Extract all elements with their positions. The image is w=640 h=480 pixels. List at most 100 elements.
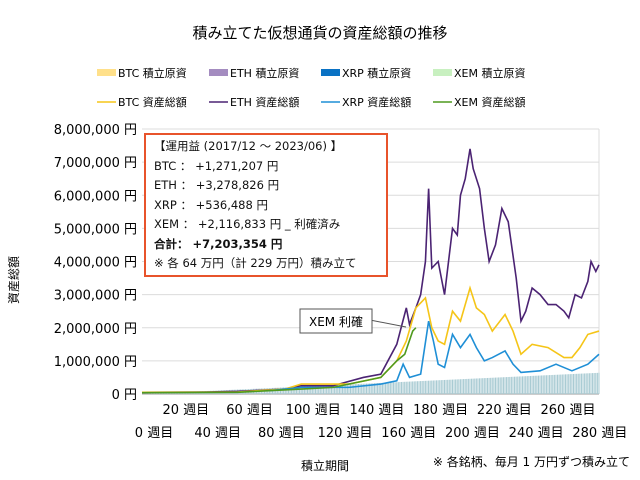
cost-bar [362,383,364,394]
cost-bar [542,375,544,394]
summary-xem: XEM ： +2,116,833 円 _ 利確済み [154,217,341,231]
cost-bar [545,375,547,394]
cost-bar [525,376,527,394]
cost-bar [483,378,485,394]
cost-bar [494,377,496,394]
cost-bar [155,393,157,394]
cost-bar [480,378,482,394]
cost-bar [319,385,321,394]
cost-bar [367,383,369,394]
callout: XEM 利確 [299,308,407,334]
x-axis-label: 積立期間 [301,458,349,473]
summary-total: 合計： +7,203,354 円 [154,236,283,251]
x-tick-label: 120 週目 [318,426,373,441]
cost-bar [165,392,167,394]
cost-bar [528,376,530,394]
cost-bar [424,380,426,394]
x-tick-label: 40 週目 [194,426,241,441]
cost-bar [514,376,516,394]
chart-title: 積み立てた仮想通貨の資産総額の推移 [192,24,447,42]
cost-bar [364,383,366,394]
legend-label: XRP 資産総額 [342,95,411,109]
x-tick-label: 80 週目 [258,426,305,441]
cost-bar [477,378,479,394]
cost-bar [571,374,573,394]
cost-bar [157,393,159,394]
y-tick-label: 2,000,000 円 [54,322,137,337]
cost-bar [322,385,325,394]
x-tick-label: 200 週目 [445,426,500,441]
y-tick-label: 6,000,000 円 [54,189,137,204]
cost-bar [388,382,390,394]
series-lines [141,148,600,394]
cost-bar [556,374,559,394]
cost-bar [574,373,576,394]
y-axis-label: 資産総額 [6,256,21,304]
cost-bar [577,373,579,394]
cost-bar [541,375,543,394]
cost-bar [338,384,340,394]
cost-bar [316,385,318,394]
x-tick-label: 20 週目 [163,403,210,418]
series-line-xrp [269,320,600,392]
summary-note: ※ 各 64 万円（計 229 万円）積み立て [154,256,357,270]
cost-bar [349,384,352,394]
cost-bar [300,386,302,394]
cost-bar [593,373,595,394]
cost-bar [472,378,474,394]
cost-bar [286,387,288,394]
cost-bar [385,382,387,394]
x-tick-label: 220 週目 [477,403,532,418]
legend-label: XEM 資産総額 [454,95,525,109]
cost-bar [521,376,524,394]
cost-bar [485,378,487,394]
cost-bar [549,375,551,394]
cost-bar [445,379,447,394]
x-tick-label: 140 週目 [349,403,404,418]
y-tick-label: 0 円 [112,388,137,403]
cost-bar [595,372,597,394]
cost-bar [598,372,600,394]
cost-bar [361,383,363,394]
cost-bar [386,382,388,394]
cost-bar [392,382,395,394]
cost-bar [463,379,465,394]
cost-bar [356,384,358,394]
cost-bar [451,379,454,394]
callout-label: XEM 利確 [309,314,363,329]
cost-bar [572,373,575,394]
cost-bar [432,380,434,394]
cost-bar [289,387,291,394]
x-tick-label: 0 週目 [135,426,173,441]
cost-bar [475,378,477,394]
cost-bar [443,379,446,394]
cost-bar [579,373,581,394]
cost-bar [464,379,466,394]
cost-bar [561,374,563,394]
cost-bar [588,373,590,394]
cost-bar [498,377,500,394]
cost-bar [303,386,305,394]
cost-bar [381,382,383,394]
cost-bar [372,383,374,394]
cost-bar [345,384,347,394]
cost-bar [429,380,431,394]
cost-bar [162,393,164,394]
cost-bar [359,383,361,394]
cost-bar [426,380,428,394]
cost-bar [354,384,356,394]
cost-bar [448,379,450,394]
cost-bar [493,377,495,394]
cost-bar [580,373,582,394]
cost-bar [563,374,565,394]
cost-bar [539,375,541,394]
cost-bar [404,381,406,394]
cost-bar [370,383,372,394]
cost-bar [353,384,355,394]
cost-bar [459,379,461,394]
cost-bar [334,385,336,394]
cost-bar [383,382,385,394]
x-tick-label: 260 週目 [541,403,596,418]
series-line-xem [141,327,417,394]
